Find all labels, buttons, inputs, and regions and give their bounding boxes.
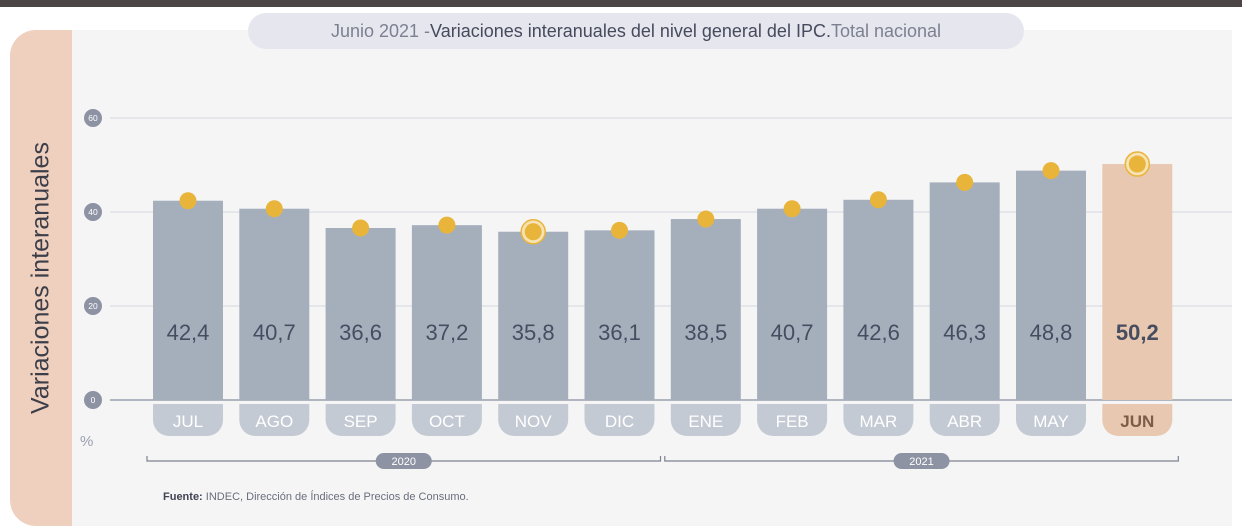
bar xyxy=(1016,170,1086,400)
data-point xyxy=(1042,162,1060,180)
year-label: 2020 xyxy=(392,456,416,468)
bar xyxy=(670,219,741,400)
bar-value-label: 40,7 xyxy=(771,320,814,345)
x-tick-label: ABR xyxy=(947,412,982,431)
data-point xyxy=(1128,155,1146,173)
x-tick-label: NOV xyxy=(515,412,553,431)
bar xyxy=(584,230,655,400)
chart-title: Junio 2021 - Variaciones interanuales de… xyxy=(248,13,1024,49)
data-point xyxy=(438,216,456,234)
source-text: INDEC, Dirección de Índices de Precios d… xyxy=(202,491,469,503)
y-tick-marker xyxy=(84,203,102,221)
bar xyxy=(498,231,569,400)
data-point xyxy=(783,200,801,218)
data-point xyxy=(265,200,283,218)
year-pill xyxy=(375,453,432,469)
bar xyxy=(929,182,1000,400)
x-tick-label: DIC xyxy=(605,412,634,431)
bar xyxy=(843,199,914,400)
month-pill xyxy=(239,404,310,436)
y-tick-marker xyxy=(84,391,102,409)
bar-value-label: 42,6 xyxy=(857,320,900,345)
month-pill xyxy=(153,404,223,436)
top-bar xyxy=(0,0,1242,7)
bar xyxy=(153,200,223,400)
data-point xyxy=(869,191,887,209)
y-tick-label: 20 xyxy=(88,301,98,311)
bar xyxy=(239,208,310,400)
x-tick-label: MAR xyxy=(860,412,898,431)
source-label: Fuente: xyxy=(163,491,203,503)
month-pill xyxy=(584,404,655,436)
bar-value-label: 42,4 xyxy=(167,320,210,345)
year-pill xyxy=(893,453,950,469)
data-point xyxy=(179,192,197,210)
month-pill xyxy=(670,404,741,436)
bar xyxy=(757,208,828,400)
bar-value-label: 36,1 xyxy=(598,320,641,345)
month-pill xyxy=(1102,404,1173,436)
title-suffix: Total nacional xyxy=(830,20,942,41)
y-tick-label: 40 xyxy=(88,207,98,217)
source-note: Fuente: INDEC, Dirección de Índices de P… xyxy=(163,491,469,503)
x-tick-label: AGO xyxy=(255,412,293,431)
x-tick-label: FEB xyxy=(776,412,809,431)
x-tick-label: SEP xyxy=(344,412,378,431)
bar-value-label: 48,8 xyxy=(1030,320,1073,345)
y-tick-marker xyxy=(84,109,102,127)
month-pill xyxy=(498,404,569,436)
y-unit-label: % xyxy=(80,433,93,450)
title-main: Variaciones interanuales del nivel gener… xyxy=(430,20,831,41)
data-point xyxy=(956,173,974,191)
bar-value-label: 36,6 xyxy=(339,320,382,345)
month-pill xyxy=(325,404,396,436)
y-tick-label: 60 xyxy=(88,113,98,123)
bar-value-label: 35,8 xyxy=(512,320,555,345)
month-pill xyxy=(411,404,482,436)
x-tick-label: ENE xyxy=(688,412,723,431)
side-tab xyxy=(10,30,72,526)
year-label: 2021 xyxy=(909,456,933,468)
x-tick-label: JUL xyxy=(173,412,203,431)
bar-value-label: 46,3 xyxy=(943,320,986,345)
month-pill xyxy=(1016,404,1086,436)
bar-value-label: 37,2 xyxy=(425,320,468,345)
bar-value-label: 38,5 xyxy=(684,320,727,345)
bar xyxy=(325,227,396,400)
bar-value-label: 40,7 xyxy=(253,320,296,345)
title-prefix: Junio 2021 - xyxy=(330,20,431,41)
x-tick-label: OCT xyxy=(429,412,465,431)
month-pill xyxy=(757,404,828,436)
y-tick-marker xyxy=(84,297,102,315)
data-point xyxy=(697,210,715,228)
x-tick-label: JUN xyxy=(1120,412,1154,431)
x-tick-label: MAY xyxy=(1033,412,1069,431)
bar xyxy=(411,225,482,400)
y-tick-label: 0 xyxy=(91,395,96,405)
data-point xyxy=(352,219,370,237)
month-pill xyxy=(843,404,914,436)
data-point xyxy=(524,223,542,241)
bar xyxy=(1102,164,1173,400)
data-point xyxy=(611,221,628,239)
bar-value-label: 50,2 xyxy=(1116,320,1159,345)
month-pill xyxy=(929,404,1000,436)
